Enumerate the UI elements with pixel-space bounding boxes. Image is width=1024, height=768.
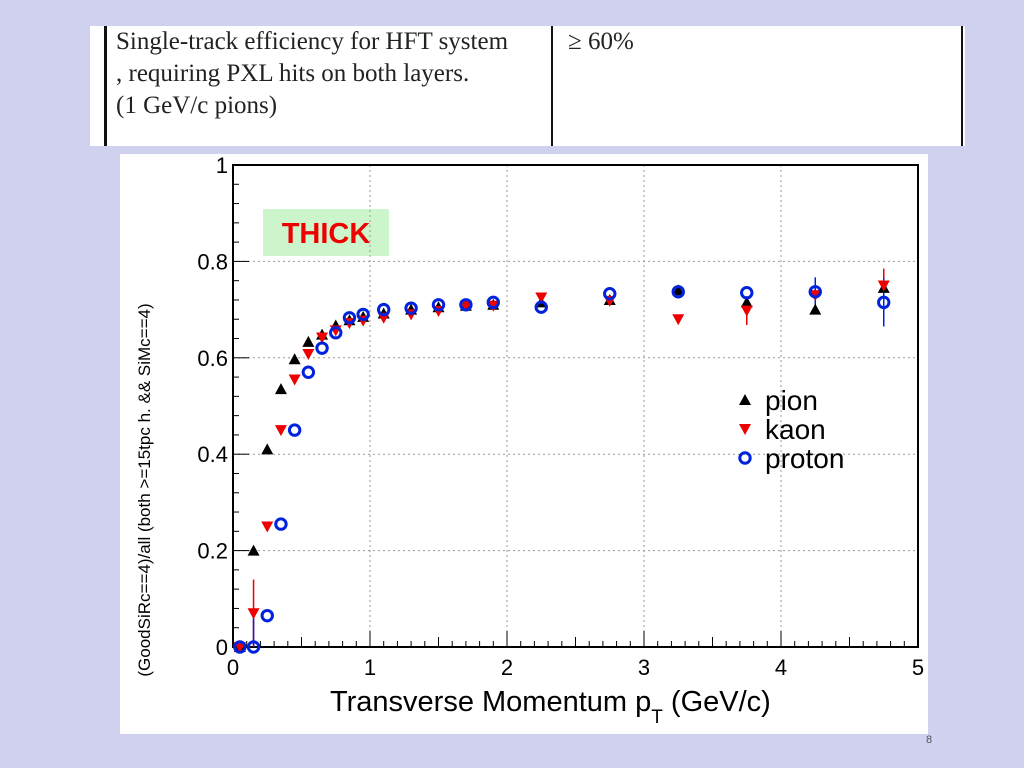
proton-point: [459, 298, 473, 312]
pion-point: [672, 284, 685, 296]
y-tick-label: 1: [216, 154, 228, 178]
proton-point: [233, 640, 247, 654]
description-line: (1 GeV/c pions): [116, 92, 278, 119]
kaon-point: [877, 280, 890, 292]
kaon-point: [247, 608, 260, 620]
slide-number: 8: [926, 734, 933, 746]
pion-point: [740, 296, 753, 308]
x-axis-label-suffix: (GeV/c): [663, 686, 771, 718]
pion-point: [274, 383, 287, 395]
efficiency-chart: THICK 0 1 2 3 4 5 0 0.2 0.4 0.6 0.8 1 pionkaonproto…: [135, 154, 924, 728]
proton-point: [808, 285, 822, 299]
y-tick-label: 0.8: [197, 249, 228, 274]
x-axis-label: Transverse Momentum pT (GeV/c): [330, 686, 771, 728]
kaon-point: [302, 348, 315, 360]
requirement-value: ≥ 60%: [568, 28, 634, 55]
proton-point: [377, 302, 391, 317]
y-tick-label: 0: [216, 635, 228, 660]
pion-point: [739, 394, 751, 405]
proton-point: [431, 298, 446, 312]
proton-point: [315, 341, 329, 355]
annotation-box: [263, 209, 389, 256]
spec-table: Single-track efficiency for HFT system ,…: [90, 26, 965, 146]
x-tick-label: 0: [227, 655, 239, 680]
proton-point: [329, 326, 343, 340]
pion-point: [247, 544, 260, 556]
x-tick-label: 3: [638, 655, 650, 680]
table-border-left: [104, 26, 107, 146]
x-tick-label: 2: [501, 655, 513, 680]
proton-point: [486, 295, 500, 310]
pion-point: [288, 353, 301, 365]
kaon-point: [672, 314, 685, 326]
x-axis-label-main: Transverse Momentum p: [330, 686, 651, 718]
proton-point: [246, 640, 261, 654]
y-tick-label: 0.6: [197, 346, 228, 371]
x-tick-label: 5: [912, 655, 924, 680]
table-divider: [551, 26, 553, 146]
description-line: Single-track efficiency for HFT system: [116, 28, 509, 55]
x-axis-label-subscript: T: [651, 707, 663, 728]
kaon-point: [535, 292, 548, 304]
proton-point: [342, 311, 357, 325]
proton-point: [356, 307, 370, 322]
pion-point: [809, 303, 822, 315]
proton-point: [603, 286, 617, 301]
proton-point: [287, 423, 302, 437]
legend-label-pion: pion: [765, 385, 818, 416]
pion-point: [302, 335, 315, 347]
chart-panel: THICK 0 1 2 3 4 5 0 0.2 0.4 0.6 0.8 1 pion kaon proto…: [120, 154, 928, 734]
proton-point: [740, 286, 754, 300]
proton-point: [738, 451, 752, 465]
proton-point: [404, 301, 418, 315]
requirement-description: Single-track efficiency for HFT system ,…: [116, 26, 546, 122]
y-tick-label: 0.2: [197, 539, 228, 564]
kaon-point: [233, 642, 246, 653]
y-tick-label: 0.4: [197, 442, 228, 467]
kaon-point: [288, 374, 301, 386]
y-axis-label: (GoodSiRc==4)/all (both >=15tpc h. && Si…: [135, 303, 154, 676]
proton-point: [671, 285, 685, 299]
x-tick-label: 1: [364, 655, 376, 680]
kaon-point: [459, 300, 472, 312]
kaon-point: [739, 424, 751, 435]
kaon-point: [261, 521, 274, 533]
kaon-point: [274, 425, 287, 437]
x-tick-label: 4: [775, 655, 787, 680]
proton-point: [301, 365, 316, 379]
proton-point: [274, 517, 288, 531]
proton-point: [260, 608, 274, 623]
legend-label-kaon: kaon: [765, 414, 826, 445]
kaon-point: [316, 332, 329, 344]
table-border-right: [961, 26, 963, 146]
annotation-label: THICK: [282, 218, 371, 250]
legend-label-proton: proton: [765, 443, 844, 474]
description-line: , requiring PXL hits on both layers.: [116, 60, 470, 87]
proton-point: [534, 300, 548, 314]
pion-point: [261, 443, 274, 455]
kaon-point: [740, 305, 753, 317]
proton-point: [877, 295, 891, 310]
